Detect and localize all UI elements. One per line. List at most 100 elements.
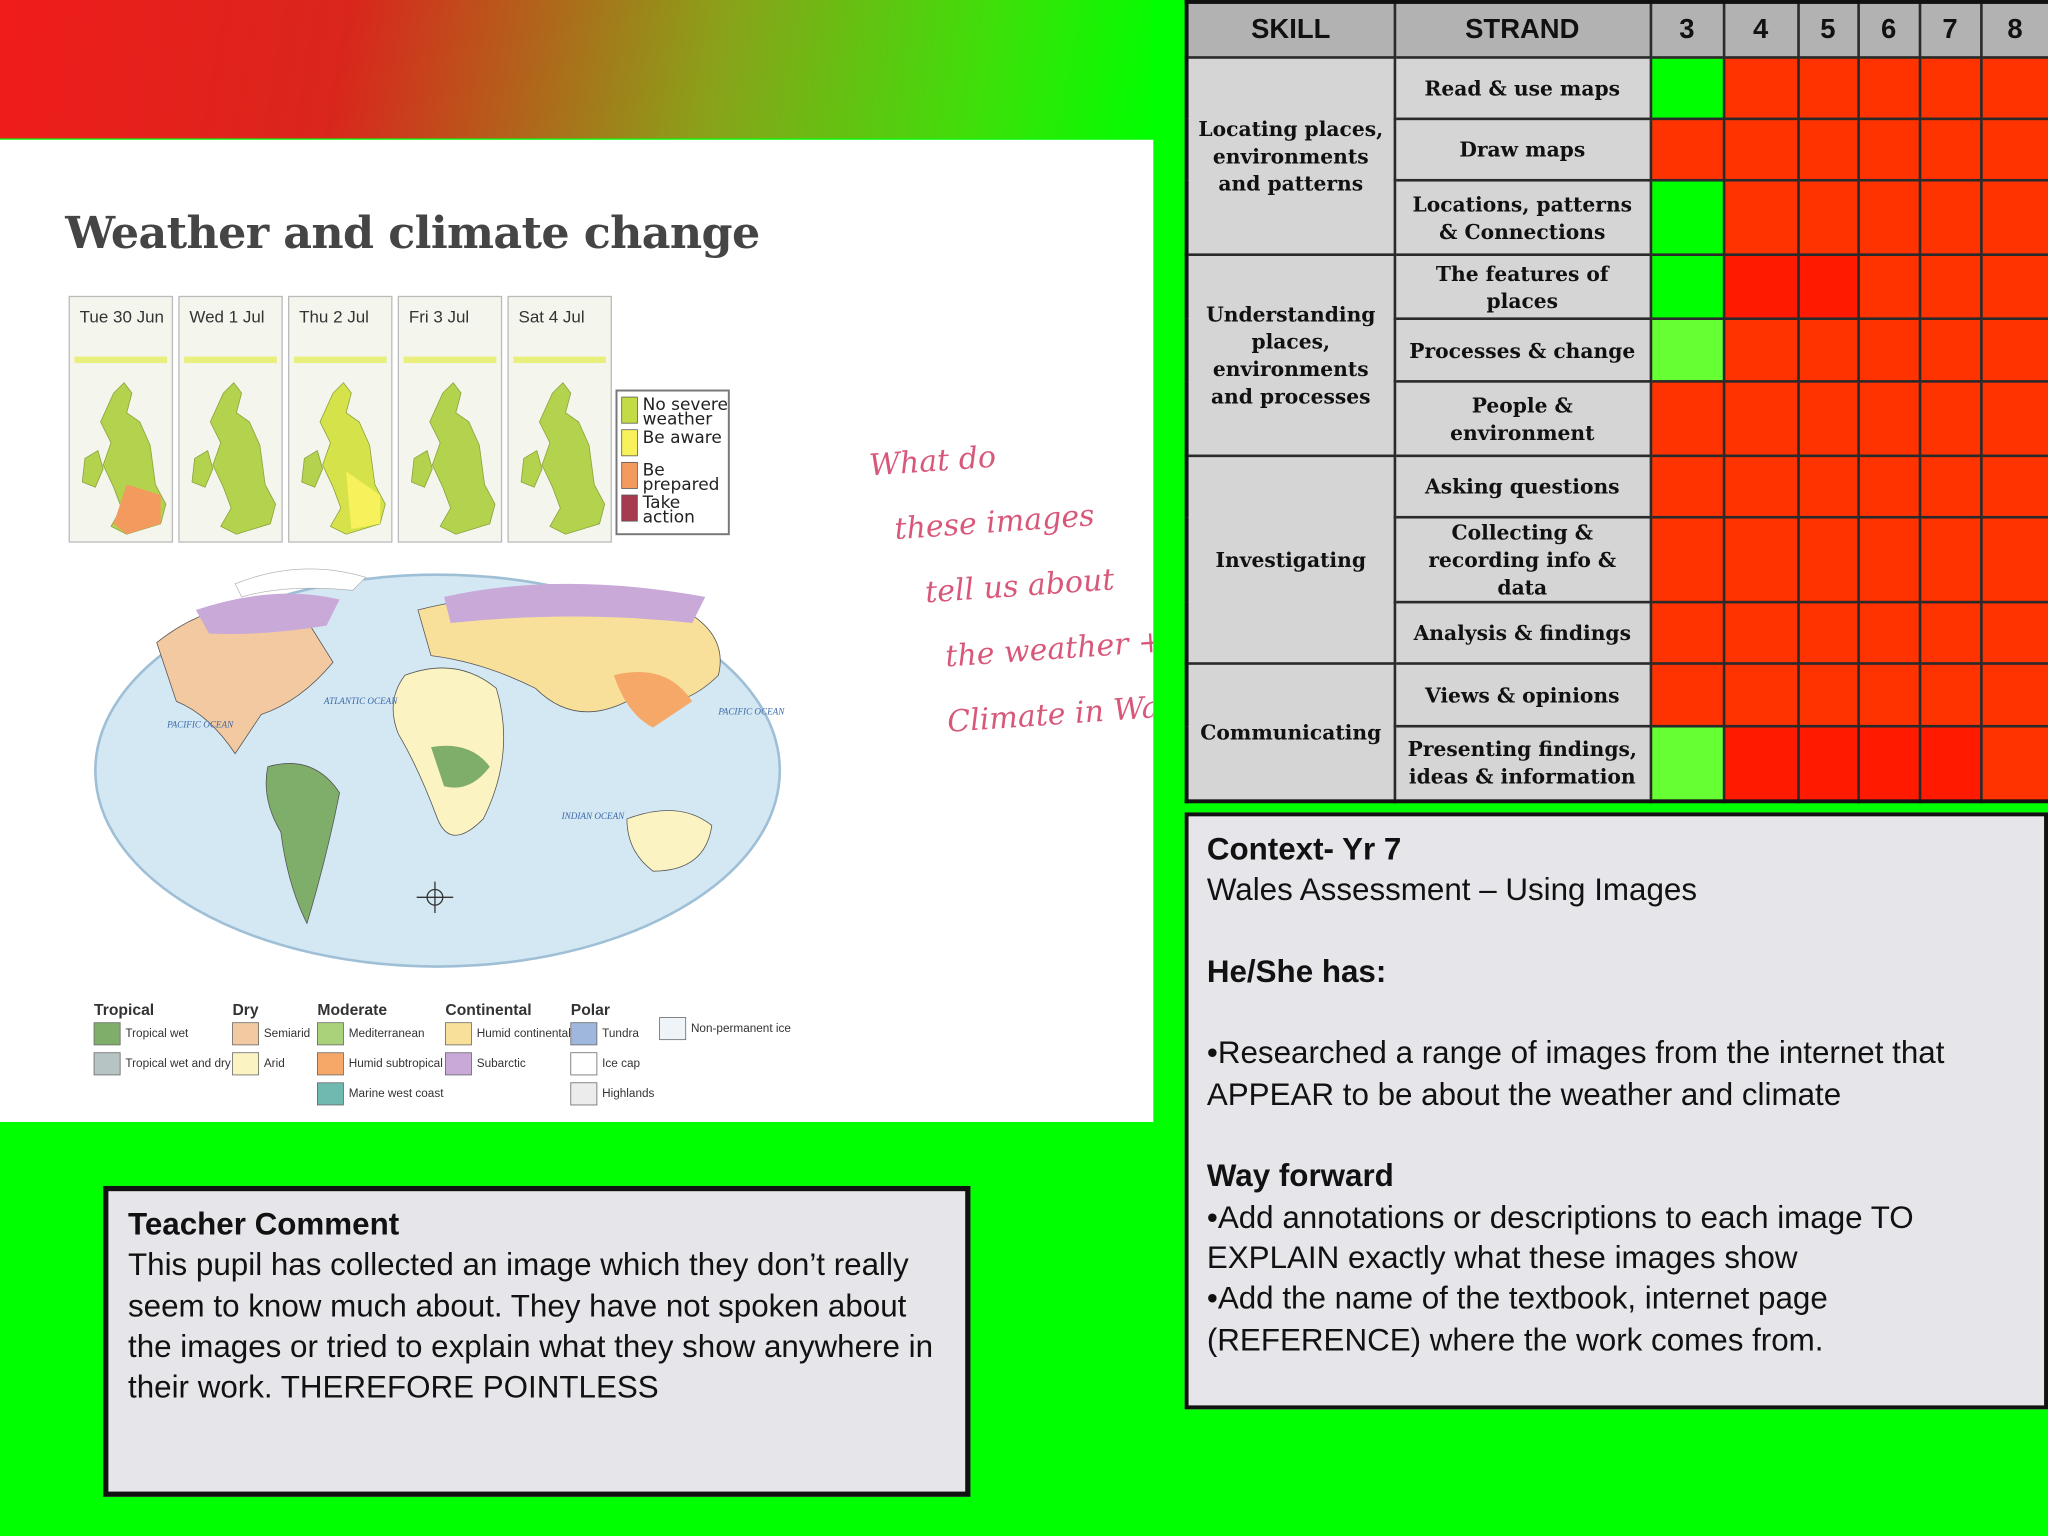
climate-label: Highlands: [602, 1086, 655, 1100]
climate-label: Tundra: [602, 1026, 639, 1040]
level-cell: [1796, 380, 1860, 458]
level-cell: [1796, 253, 1860, 320]
level-cell: [1979, 662, 2048, 728]
climate-swatch: [444, 1052, 472, 1076]
climate-group-label: Dry: [232, 1000, 259, 1019]
uk-land: [209, 382, 277, 535]
handwriting-line: the weather +: [944, 624, 1153, 674]
climate-swatch: [316, 1052, 344, 1076]
climate-swatch: [444, 1022, 472, 1046]
strand-cell: Analysis & findings: [1392, 600, 1652, 665]
level-cell: [1856, 454, 1921, 519]
level-cell: [1856, 117, 1921, 182]
east-asia: [613, 671, 693, 728]
strand-cell: Asking questions: [1392, 454, 1652, 519]
level-cell: [1722, 178, 1800, 256]
skills-table: SKILL STRAND 3 4 5 6 7 8 Locating places, envir…: [1184, 0, 2048, 803]
table-row: Locating places, environments and patter…: [1185, 56, 2048, 256]
sea-band: [293, 356, 387, 364]
level-cell: [1979, 178, 2048, 256]
level-cell: [1918, 515, 1983, 604]
uk-map: [293, 356, 387, 535]
level-cell: [1648, 600, 1725, 665]
climate-label: Ice cap: [602, 1056, 641, 1070]
climate-group-label: Tropical: [94, 1000, 155, 1019]
level-cell: [1918, 178, 1983, 256]
climate-label: Semiarid: [263, 1026, 311, 1040]
subarctic-eurasia: [444, 583, 706, 624]
climate-swatch: [316, 1082, 344, 1106]
table-row: Collecting & recording info & data: [1187, 515, 2048, 604]
skill-cell: Understanding places, environments and p…: [1185, 253, 1396, 458]
level-cell: [1856, 515, 1921, 604]
level-cell: [1979, 724, 2048, 802]
sea-band: [513, 356, 607, 364]
table-row: Investigating Asking questions: [1185, 454, 2048, 665]
forecast-day-label: Tue 30 Jun: [79, 306, 164, 327]
forward-item: •Add the name of the textbook, internet …: [1206, 1281, 1828, 1358]
worksheet-title: Weather and climate change: [65, 207, 760, 260]
strand-cell: Presenting findings, ideas & information: [1392, 724, 1652, 802]
strand-cell: People & environment: [1392, 380, 1652, 458]
legend-swatch: [621, 429, 638, 457]
level-cell: [1856, 253, 1921, 320]
level-cell: [1796, 515, 1860, 604]
climate-label: Mediterranean: [348, 1026, 425, 1040]
skill-cell: Communicating: [1185, 662, 1396, 802]
level-cell: [1918, 454, 1983, 519]
level-cell: [1648, 724, 1725, 802]
compass: [416, 881, 454, 913]
level-cell: [1856, 724, 1921, 802]
column-header: 6: [1856, 0, 1921, 59]
uk-map: [184, 356, 277, 535]
climate-swatch: [93, 1052, 121, 1076]
climate-label: Subarctic: [476, 1056, 526, 1070]
climate-swatch: [93, 1022, 121, 1046]
forecast-day-label: Wed 1 Jul: [189, 306, 265, 327]
table-row: Presenting findings, ideas & information: [1187, 724, 2048, 802]
level-cell: [1856, 600, 1921, 665]
level-cell: [1856, 56, 1921, 121]
worksheet-figures: PACIFIC OCEAN ATLANTIC OCEAN PACIFIC OCE…: [68, 295, 1153, 1106]
handwriting: What do these images tell us about the weat…: [868, 440, 1153, 740]
handwriting-line: Climate in Wales?: [946, 686, 1153, 740]
level-cell: [1796, 56, 1860, 121]
level-cell: [1796, 317, 1860, 383]
forecast-day-label: Fri 3 Jul: [408, 306, 470, 327]
strand-cell: The features of places: [1392, 253, 1652, 320]
legend-label: Take action: [642, 493, 695, 528]
forward-item: •Add annotations or descriptions to each…: [1206, 1199, 1914, 1277]
handwriting-line: these images: [893, 498, 1095, 547]
sea-band: [403, 356, 497, 364]
teacher-comment-title: Teacher Comment: [127, 1206, 400, 1243]
greenland: [234, 568, 367, 598]
level-cell: [1918, 380, 1983, 458]
table-row: People & environment: [1187, 380, 2048, 458]
ocean-label: PACIFIC OCEAN: [717, 706, 785, 716]
climate-swatch: [232, 1022, 260, 1046]
column-header: 4: [1722, 0, 1800, 59]
column-header: 5: [1796, 0, 1860, 59]
level-cell: [1918, 253, 1983, 320]
level-cell: [1796, 600, 1860, 665]
level-cell: [1856, 380, 1921, 458]
strand-cell: Collecting & recording info & data: [1392, 515, 1652, 604]
climate-swatch: [316, 1022, 344, 1046]
climate-group-label: Continental: [445, 1000, 532, 1019]
south-america: [265, 763, 341, 925]
level-cell: [1648, 178, 1725, 256]
level-cell: [1856, 178, 1921, 256]
level-cell: [1648, 380, 1725, 458]
level-cell: [1722, 56, 1800, 121]
climate-label: Marine west coast: [348, 1086, 444, 1100]
legend-label: Be aware: [642, 428, 722, 448]
legend-swatch: [621, 461, 638, 489]
uk-map: [513, 356, 607, 535]
level-cell: [1722, 117, 1800, 182]
has-list: •Researched a range of images from the i…: [1207, 1034, 2026, 1116]
forward-list: •Add annotations or descriptions to each…: [1207, 1197, 2026, 1361]
climate-group-label: Moderate: [317, 1000, 388, 1019]
level-cell: [1722, 724, 1800, 802]
context-title: Context- Yr 7: [1206, 831, 1402, 868]
level-cell: [1796, 117, 1860, 182]
